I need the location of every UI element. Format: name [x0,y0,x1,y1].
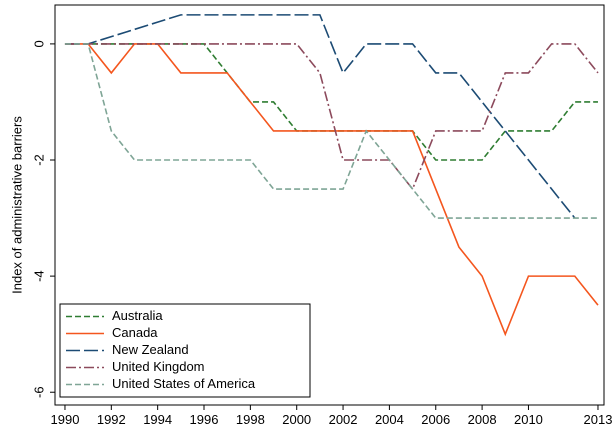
series-line [64,43,598,161]
x-tick-label: 1994 [143,412,172,427]
series-line [64,43,599,191]
x-tick-label: 2002 [329,412,358,427]
plot-frame [54,4,605,406]
legend-label: New Zealand [112,342,189,357]
x-tick-label: 2008 [468,412,497,427]
legend-label: Canada [112,325,158,340]
x-tick-label: 1998 [236,412,265,427]
series-line [64,43,598,219]
y-tick-label: -6 [31,386,46,398]
legend-label: United Kingdom [112,359,205,374]
x-tick-label: 2006 [421,412,450,427]
x-tick-label: 2013 [584,412,613,427]
legend-label: United States of America [112,376,256,391]
y-tick-label: -2 [31,154,46,166]
y-axis-label: Index of administrative barriers [9,116,24,294]
legend-box [59,303,311,398]
x-tick-label: 1992 [97,412,126,427]
legend-label: Australia [112,308,163,323]
x-tick-label: 1996 [190,412,219,427]
y-tick-label: -4 [31,270,46,282]
series-line [64,43,599,337]
y-tick-label: 0 [31,40,46,47]
x-tick-label: 2000 [282,412,311,427]
x-tick-label: 1990 [51,412,80,427]
x-tick-label: 2004 [375,412,404,427]
series-line [64,14,576,219]
x-tick-label: 2010 [514,412,543,427]
